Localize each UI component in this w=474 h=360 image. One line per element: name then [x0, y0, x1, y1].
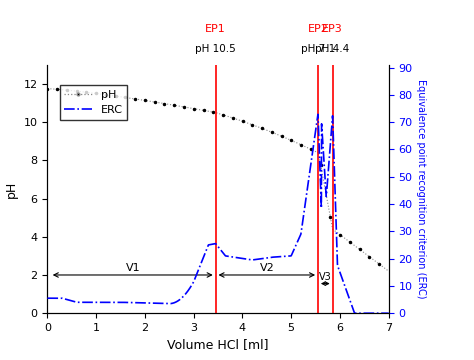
Text: pH 10.5: pH 10.5: [195, 44, 236, 54]
Text: pH 7.1: pH 7.1: [301, 44, 335, 54]
Text: EP3: EP3: [322, 24, 343, 34]
Text: EP1: EP1: [205, 24, 226, 34]
Text: pH 4.4: pH 4.4: [316, 44, 350, 54]
Text: V1: V1: [126, 263, 140, 273]
Text: V3: V3: [319, 272, 332, 282]
Y-axis label: pH: pH: [5, 180, 18, 198]
Legend: pH, ERC: pH, ERC: [60, 85, 128, 120]
Text: V2: V2: [259, 263, 274, 273]
Y-axis label: Equivalence point recognition criterion (ERC): Equivalence point recognition criterion …: [417, 79, 427, 299]
X-axis label: Volume HCl [ml]: Volume HCl [ml]: [167, 338, 269, 351]
Text: EP2: EP2: [308, 24, 328, 34]
